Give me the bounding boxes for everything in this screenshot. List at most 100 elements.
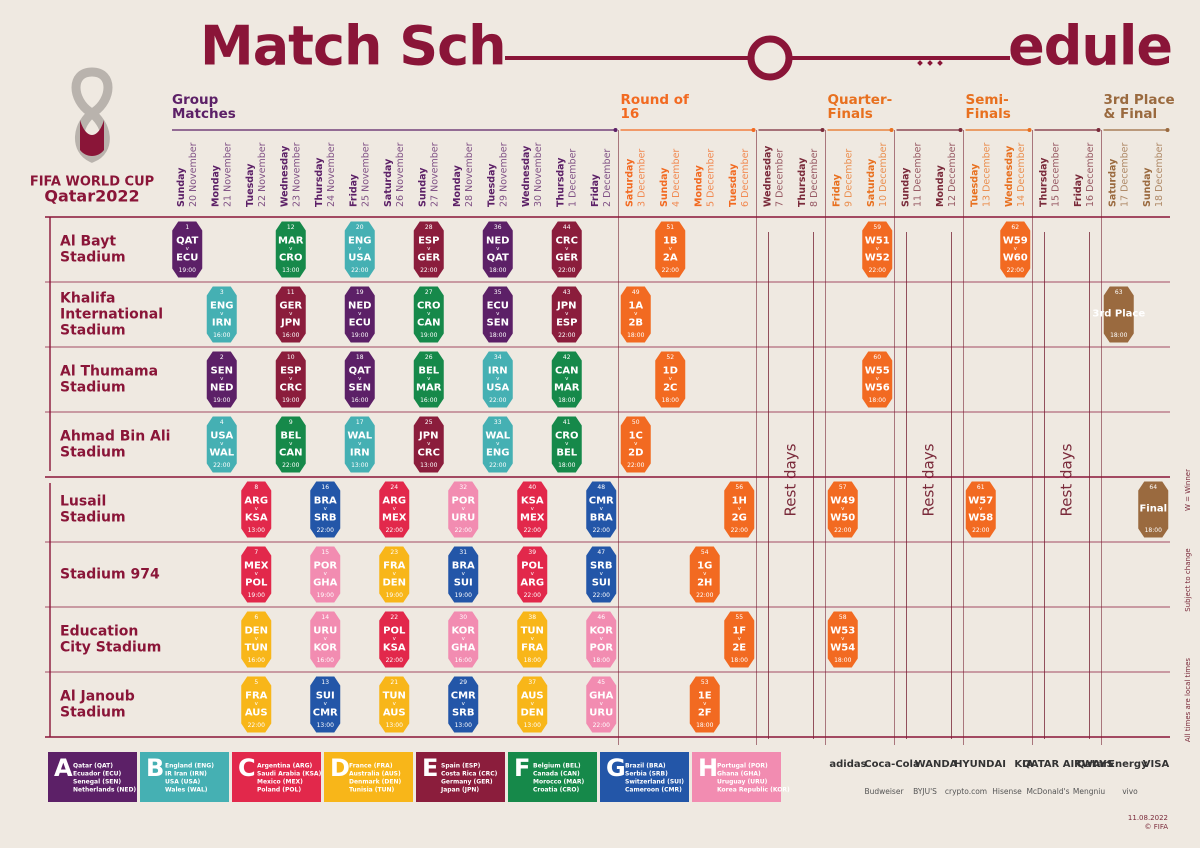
sponsor: VISA (1143, 759, 1170, 770)
match-versus: v (600, 701, 604, 707)
match-away: URU (451, 513, 475, 524)
group-box (324, 752, 413, 802)
match-away: BRA (590, 513, 613, 524)
day-weekday: Wednesday (279, 145, 290, 207)
match-number: 63 (1115, 289, 1123, 296)
match-away: CAN (417, 318, 440, 329)
day-date: 4 December (671, 149, 682, 207)
side-note: All times are local times (1184, 658, 1192, 742)
match-away: URU (589, 708, 613, 719)
stage-label: Round of 16 (621, 92, 690, 122)
match-away: W50 (830, 513, 855, 524)
match-badge (1103, 286, 1134, 343)
stage-rule-end (613, 128, 618, 132)
match-time: 13:00 (455, 722, 472, 729)
group-box (232, 752, 321, 802)
day-date: 10 December (878, 143, 889, 207)
match-versus: v (462, 571, 466, 577)
match-versus: v (289, 311, 293, 317)
match-time: 22:00 (731, 527, 748, 534)
match-away: AUS (383, 708, 406, 719)
match-versus: v (427, 441, 431, 447)
group-box (48, 752, 137, 802)
match-versus: v (496, 441, 500, 447)
match-number: 60 (873, 354, 881, 361)
day-weekday: Wednesday (762, 145, 773, 207)
match-away: AUS (245, 708, 268, 719)
match-time: 22:00 (593, 722, 610, 729)
match-badge (827, 611, 858, 668)
match-versus: v (876, 246, 880, 252)
match-home: POL (521, 561, 544, 572)
match-away: KOR (313, 643, 337, 654)
stage-label: Semi-Finals (966, 92, 1011, 122)
match-number: 41 (563, 419, 571, 426)
day-weekday: Tuesday (728, 163, 739, 207)
match-versus: v (324, 701, 328, 707)
day-weekday: Tuesday (245, 163, 256, 207)
match-home: KSA (521, 496, 544, 507)
match-number: 31 (459, 549, 467, 556)
match-badge (241, 676, 272, 733)
match-badge (862, 351, 893, 408)
sponsor: QatarEnergy (1076, 759, 1148, 770)
match-number: 21 (390, 679, 398, 686)
match-badge (206, 351, 237, 408)
sponsor: adidas (829, 759, 866, 770)
sponsor: HYUNDAI (954, 759, 1006, 770)
match-number: 3 (220, 289, 224, 296)
match-badge (448, 481, 479, 538)
match-time: 22:00 (869, 267, 886, 274)
stage-rule-end (1165, 128, 1170, 132)
match-number: 28 (425, 224, 433, 231)
match-home: 1F (732, 626, 746, 637)
group-team: Portugal (POR) (717, 763, 768, 770)
match-number: 64 (1149, 484, 1157, 491)
match-time: 22:00 (420, 267, 437, 274)
day-weekday: Friday (831, 173, 842, 207)
match-versus: v (255, 571, 259, 577)
footer-date: 11.08.2022 (1128, 814, 1168, 822)
match-number: 16 (321, 484, 329, 491)
group-team: Costa Rica (CRC) (441, 771, 498, 778)
match-versus: v (358, 311, 362, 317)
day-weekday: Wednesday (1004, 145, 1015, 207)
rest-label: Rest days (782, 443, 800, 516)
match-time: 18:00 (593, 657, 610, 664)
sponsor: Hisense (992, 787, 1022, 796)
group-team: Switzerland (SUI) (625, 779, 684, 786)
group-letter: D (330, 754, 350, 782)
match-number: 36 (494, 224, 502, 231)
match-versus: v (255, 636, 259, 642)
stadium-name: Al Thumama Stadium (60, 364, 158, 396)
match-home: QAT (349, 366, 371, 377)
match-away: USA (348, 253, 371, 264)
match-versus: v (496, 311, 500, 317)
match-home: 1D (663, 366, 678, 377)
day-weekday: Tuesday (486, 163, 497, 207)
match-number: 13 (321, 679, 329, 686)
match-versus: v (600, 636, 604, 642)
match-badge (862, 221, 893, 278)
sponsor: vivo (1122, 787, 1138, 796)
match-number: 9 (289, 419, 293, 426)
group-team: Denmark (DEN) (349, 779, 402, 786)
logo-line2: Qatar2022 (44, 187, 139, 206)
match-away: FRA (521, 643, 544, 654)
day-date: 27 November (429, 142, 440, 207)
match-versus: v (427, 311, 431, 317)
match-number: 25 (425, 419, 433, 426)
stage-rule-end (1027, 128, 1032, 132)
match-versus: v (358, 376, 362, 382)
match-home: ECU (487, 301, 509, 312)
match-number: 47 (597, 549, 605, 556)
match-badge (310, 481, 341, 538)
group-team: Mexico (MEX) (257, 779, 303, 786)
match-versus: v (324, 571, 328, 577)
group-team: Uruguay (URU) (717, 779, 768, 786)
match-number: 6 (254, 614, 258, 621)
match-badge (344, 351, 375, 408)
match-number: 54 (701, 549, 709, 556)
match-number: 46 (597, 614, 605, 621)
